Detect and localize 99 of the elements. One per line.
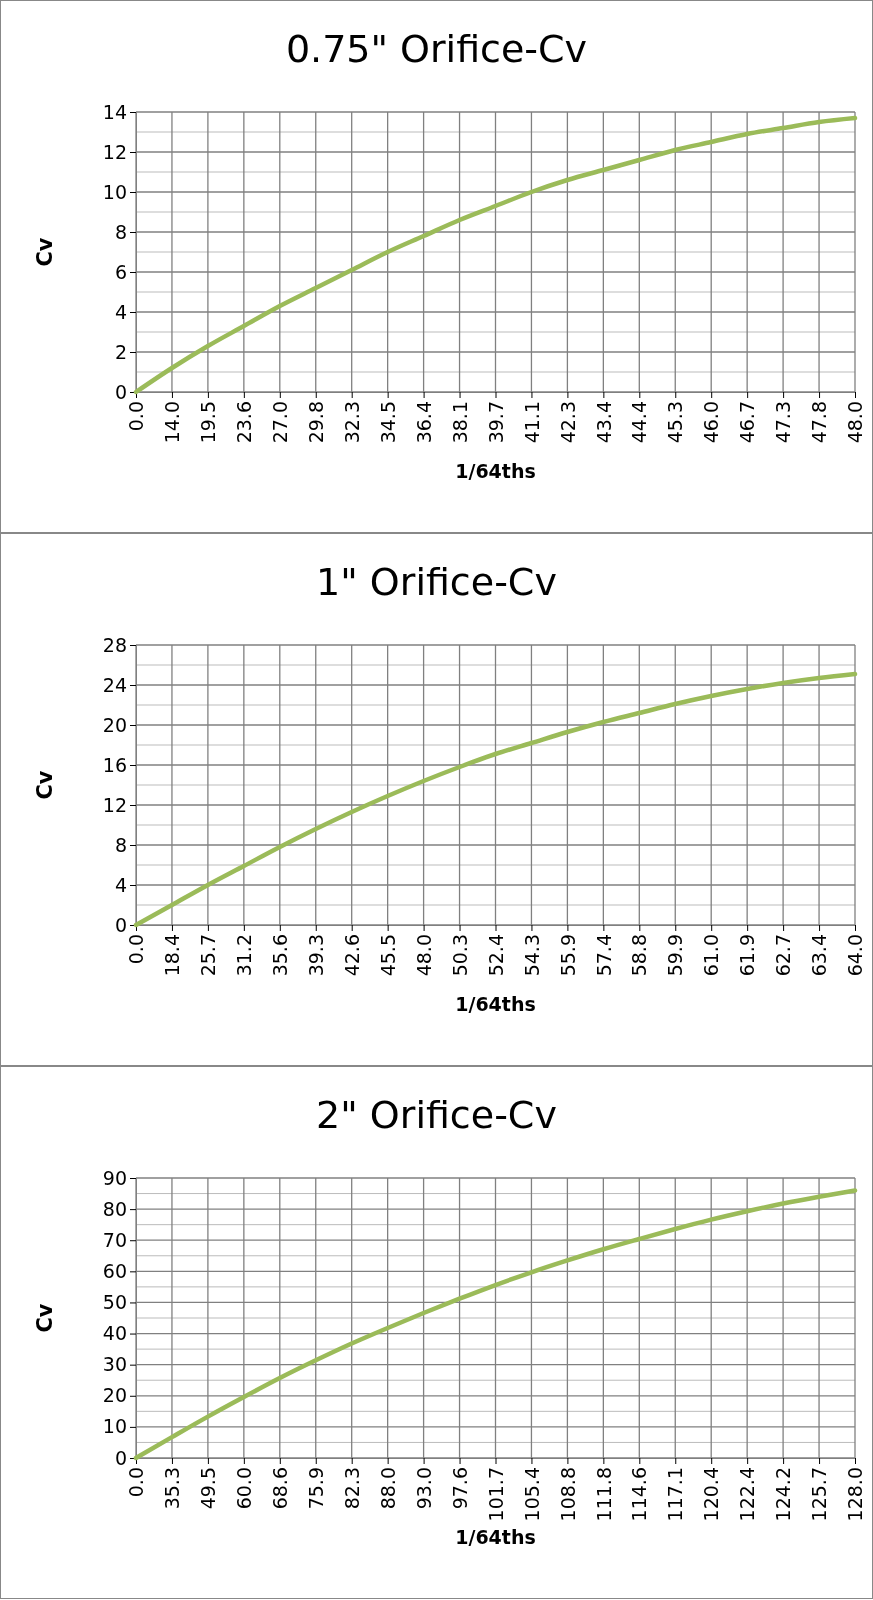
x-tick-label: 0.0 — [125, 401, 148, 432]
y-tick-label: 8 — [114, 833, 127, 856]
y-tick-label: 60 — [102, 1259, 127, 1282]
x-tick-label: 68.6 — [268, 1467, 291, 1510]
x-tick-label: 82.3 — [340, 1467, 363, 1510]
x-tick-label: 61.9 — [736, 934, 759, 977]
y-tick-label: 20 — [102, 1384, 127, 1407]
y-tick-label: 70 — [102, 1228, 127, 1251]
y-tick-label: 50 — [102, 1291, 127, 1314]
x-tick-label: 44.4 — [628, 401, 651, 444]
x-tick-label: 0.0 — [125, 1467, 148, 1498]
x-tick-label: 42.6 — [340, 934, 363, 977]
y-tick-label: 10 — [102, 1415, 127, 1438]
x-axis-title: 1/64ths — [455, 1526, 536, 1548]
x-tick-label: 47.8 — [808, 401, 831, 444]
x-tick-label: 88.0 — [376, 1467, 399, 1510]
x-tick-label: 58.8 — [628, 934, 651, 977]
chart-title: 0.75" Orifice-Cv — [285, 27, 588, 71]
x-axis-title: 1/64ths — [455, 993, 536, 1015]
x-tick-label: 14.0 — [161, 401, 184, 444]
chart-title: 2" Orifice-Cv — [316, 1093, 557, 1137]
x-tick-label: 38.1 — [448, 401, 471, 444]
y-tick-label: 10 — [102, 180, 127, 203]
y-tick-label: 40 — [102, 1322, 127, 1345]
x-tick-label: 36.4 — [412, 401, 435, 444]
x-tick-label: 23.6 — [233, 401, 255, 444]
x-tick-label: 55.9 — [556, 934, 579, 977]
y-axis-title: Cv — [33, 770, 57, 800]
x-tick-label: 97.6 — [448, 1467, 471, 1510]
x-tick-label: 35.3 — [161, 1467, 184, 1510]
x-tick-label: 42.3 — [556, 401, 579, 444]
y-tick-label: 30 — [102, 1353, 127, 1376]
x-tick-label: 52.4 — [484, 934, 507, 977]
x-tick-label: 48.0 — [844, 401, 867, 444]
x-tick-label: 25.7 — [197, 934, 220, 977]
x-tick-label: 125.7 — [808, 1467, 831, 1522]
x-axis-title: 1/64ths — [455, 460, 536, 482]
x-tick-label: 31.2 — [233, 934, 255, 977]
line-series — [133, 115, 858, 395]
x-tick-label: 61.0 — [700, 934, 723, 977]
y-tick-label: 4 — [114, 300, 127, 323]
chart-title: 1" Orifice-Cv — [316, 560, 557, 604]
x-tick-label: 43.4 — [592, 401, 615, 444]
x-tick-label: 122.4 — [736, 1467, 759, 1522]
x-tick-label: 35.6 — [268, 934, 291, 977]
y-axis-title: Cv — [33, 1303, 57, 1333]
y-tick-label: 2 — [114, 340, 127, 363]
x-tick-label: 19.5 — [197, 401, 220, 444]
x-tick-label: 50.3 — [448, 934, 471, 977]
y-tick-label: 12 — [102, 793, 127, 816]
x-tick-label: 114.6 — [628, 1467, 651, 1522]
y-tick-label: 0 — [114, 380, 127, 403]
x-tick-label: 62.7 — [772, 934, 795, 977]
x-tick-label: 39.7 — [484, 401, 507, 444]
x-tick-label: 75.9 — [304, 1467, 327, 1510]
x-tick-label: 49.5 — [197, 1467, 220, 1510]
x-tick-label: 124.2 — [772, 1467, 795, 1522]
y-tick-label: 0 — [114, 1446, 127, 1469]
x-tick-label: 39.3 — [304, 934, 327, 977]
y-tick-label: 16 — [102, 753, 127, 776]
x-tick-label: 105.4 — [520, 1467, 543, 1522]
y-tick-label: 90 — [102, 1166, 127, 1189]
x-tick-label: 117.1 — [664, 1467, 687, 1522]
x-tick-label: 0.0 — [125, 934, 148, 965]
x-tick-label: 63.4 — [808, 934, 831, 977]
x-tick-label: 108.8 — [556, 1467, 579, 1522]
y-tick-label: 12 — [102, 140, 127, 163]
x-tick-label: 64.0 — [844, 934, 867, 977]
y-axis-title: Cv — [33, 237, 57, 267]
x-tick-label: 59.9 — [664, 934, 687, 977]
x-tick-label: 45.3 — [664, 401, 687, 444]
y-tick-label: 8 — [114, 220, 127, 243]
x-tick-label: 120.4 — [700, 1467, 723, 1522]
x-tick-label: 32.3 — [340, 401, 363, 444]
x-tick-label: 34.5 — [376, 401, 399, 444]
x-tick-label: 46.7 — [736, 401, 759, 444]
x-tick-label: 57.4 — [592, 934, 615, 977]
x-tick-label: 47.3 — [772, 401, 795, 444]
y-tick-label: 4 — [114, 873, 127, 896]
x-tick-label: 128.0 — [844, 1467, 867, 1522]
y-tick-label: 0 — [114, 913, 127, 936]
x-tick-label: 45.5 — [376, 934, 399, 977]
x-tick-label: 111.8 — [592, 1467, 615, 1522]
x-tick-label: 27.0 — [268, 401, 291, 444]
y-tick-label: 14 — [102, 100, 127, 123]
x-tick-label: 54.3 — [520, 934, 543, 977]
y-tick-label: 28 — [102, 633, 127, 656]
x-tick-label: 93.0 — [412, 1467, 435, 1510]
y-tick-label: 24 — [102, 673, 127, 696]
x-tick-label: 29.8 — [304, 401, 327, 444]
x-tick-label: 46.0 — [700, 401, 723, 444]
x-tick-label: 41.1 — [520, 401, 543, 444]
y-tick-label: 80 — [102, 1197, 127, 1220]
x-tick-label: 48.0 — [412, 934, 435, 977]
x-tick-label: 18.4 — [161, 934, 184, 977]
x-tick-label: 60.0 — [233, 1467, 255, 1510]
x-tick-label: 101.7 — [484, 1467, 507, 1522]
y-tick-label: 20 — [102, 713, 127, 736]
y-tick-label: 6 — [114, 260, 127, 283]
